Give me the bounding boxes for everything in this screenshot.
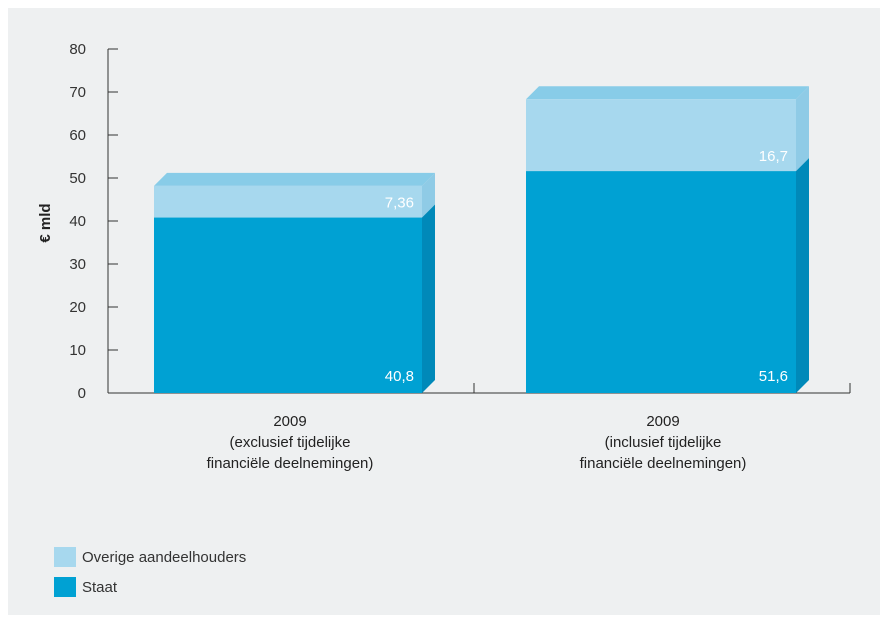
legend-item-staat: Staat <box>54 576 246 598</box>
bar-side-staat <box>796 158 809 393</box>
x-category-label: (exclusief tijdelijke <box>230 434 351 451</box>
x-category-label: financiële deelnemingen) <box>580 455 747 472</box>
legend-item-overige: Overige aandeelhouders <box>54 546 246 568</box>
bar-staat <box>526 171 796 393</box>
y-tick-label: 0 <box>78 385 86 402</box>
data-label-staat: 51,6 <box>759 368 788 385</box>
y-tick-label: 80 <box>69 41 86 58</box>
bar-side-overige <box>422 172 435 218</box>
stacked-bar-chart: € mld 0 10 20 30 40 50 60 70 80 7,36 40,8 2009 (excl… <box>37 41 851 472</box>
bar-overige <box>154 185 422 218</box>
data-label-staat: 40,8 <box>385 368 414 385</box>
y-tick-label: 60 <box>69 127 86 144</box>
bar-top-face <box>526 86 809 100</box>
chart-panel: € mld 0 10 20 30 40 50 60 70 80 7,36 40,8 2009 (excl… <box>8 8 880 615</box>
legend-swatch-overige <box>54 547 76 567</box>
bar-side-overige <box>796 86 809 172</box>
bar-staat <box>154 217 422 393</box>
y-tick-label: 10 <box>69 342 86 359</box>
y-axis-label: € mld <box>37 203 54 242</box>
legend-swatch-staat <box>54 577 76 597</box>
y-tick-label: 50 <box>69 170 86 187</box>
x-category-label: 2009 <box>646 413 679 430</box>
data-label-overige: 7,36 <box>385 195 414 212</box>
y-tick-label: 40 <box>69 213 86 230</box>
data-label-overige: 16,7 <box>759 148 788 165</box>
legend: Overige aandeelhouders Staat <box>54 546 246 606</box>
x-category-label: financiële deelnemingen) <box>207 455 374 472</box>
x-category-label: (inclusief tijdelijke <box>605 434 722 451</box>
x-category-label: 2009 <box>273 413 306 430</box>
legend-label-staat: Staat <box>82 578 118 596</box>
legend-label-overige: Overige aandeelhouders <box>82 548 247 566</box>
bar-overige <box>526 99 796 172</box>
bar-top-face <box>154 172 435 186</box>
y-tick-label: 20 <box>69 299 86 316</box>
bar-side-staat <box>422 204 435 393</box>
y-tick-label: 30 <box>69 256 86 273</box>
y-tick-label: 70 <box>69 84 86 101</box>
